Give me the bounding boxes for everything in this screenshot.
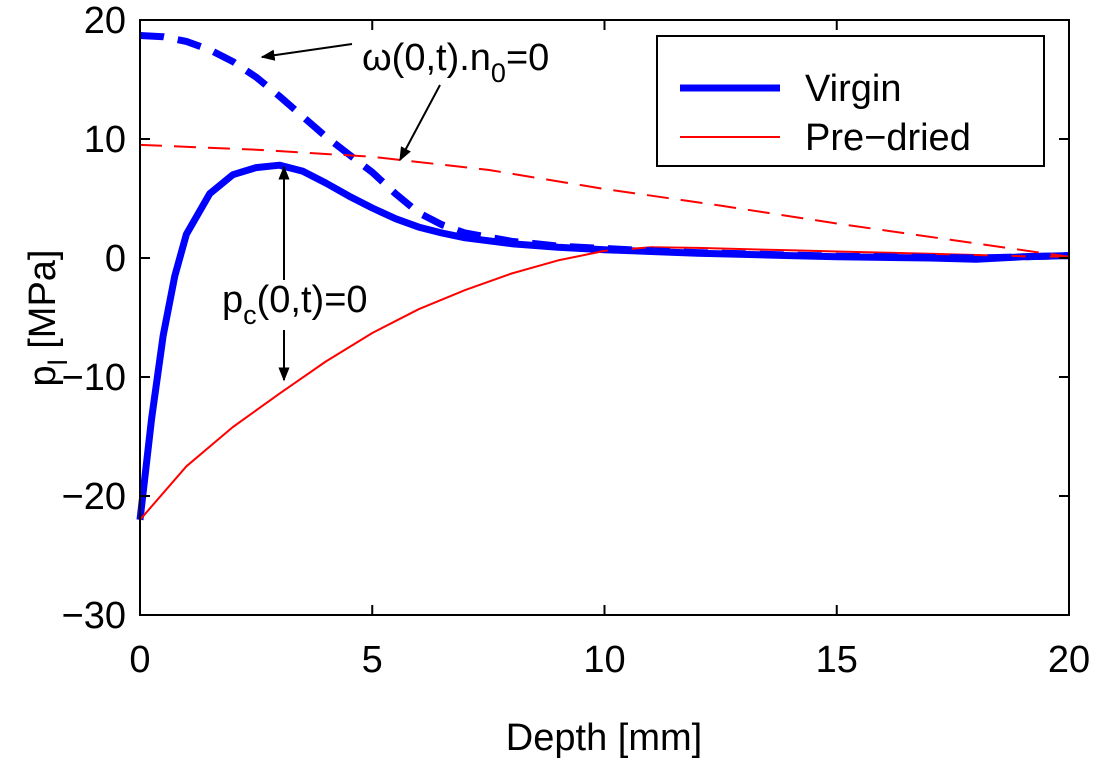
y-tick-label--30: −30 bbox=[62, 595, 126, 637]
y-axis-label: pl [MPa] bbox=[22, 250, 73, 387]
y-axis-label-rest: [MPa] bbox=[22, 250, 64, 360]
annotation-omega-arrow-to-dashed-red bbox=[399, 84, 441, 162]
x-tick-label-5: 5 bbox=[362, 639, 383, 681]
x-axis-label: Depth [mm] bbox=[506, 717, 702, 759]
legend-box bbox=[656, 35, 1045, 167]
y-axis-label-sub: l bbox=[43, 359, 73, 365]
svg-text:pl [MPa]: pl [MPa] bbox=[22, 250, 73, 387]
annotation-omega-arrow-to-dashed-blue bbox=[260, 43, 353, 61]
annotation-omega-text: ω(0,t).n0=0 bbox=[362, 37, 549, 88]
x-tick-label-15: 15 bbox=[816, 639, 858, 681]
x-tick-label-0: 0 bbox=[129, 639, 150, 681]
series-predried_solid bbox=[139, 246, 1070, 521]
series-virgin_solid bbox=[136, 161, 1070, 521]
annotation-pc-text: pc(0,t)=0 bbox=[222, 279, 368, 330]
legend-label-predried: Pre−dried bbox=[805, 117, 971, 159]
y-axis-label-main: p bbox=[22, 365, 64, 386]
series-predried_dashed bbox=[139, 143, 1070, 258]
y-tick-label-0: 0 bbox=[105, 238, 126, 280]
annotation-omega: ω(0,t).n0=0 bbox=[260, 37, 549, 162]
y-tick-label--10: −10 bbox=[62, 357, 126, 399]
y-tick-label-20: 20 bbox=[84, 0, 126, 42]
x-tick-label-10: 10 bbox=[583, 639, 625, 681]
legend-label-virgin: Virgin bbox=[805, 68, 901, 110]
y-tick-label-10: 10 bbox=[84, 119, 126, 161]
x-tick-label-20: 20 bbox=[1048, 639, 1090, 681]
legend: Virgin Pre−dried bbox=[656, 35, 1045, 167]
y-tick-label--20: −20 bbox=[62, 476, 126, 518]
series-layer bbox=[136, 32, 1070, 521]
tick-layer: 0 5 10 15 20 −30 −20 −10 0 10 20 bbox=[62, 0, 1091, 681]
annotation-pc: pc(0,t)=0 bbox=[222, 165, 368, 382]
